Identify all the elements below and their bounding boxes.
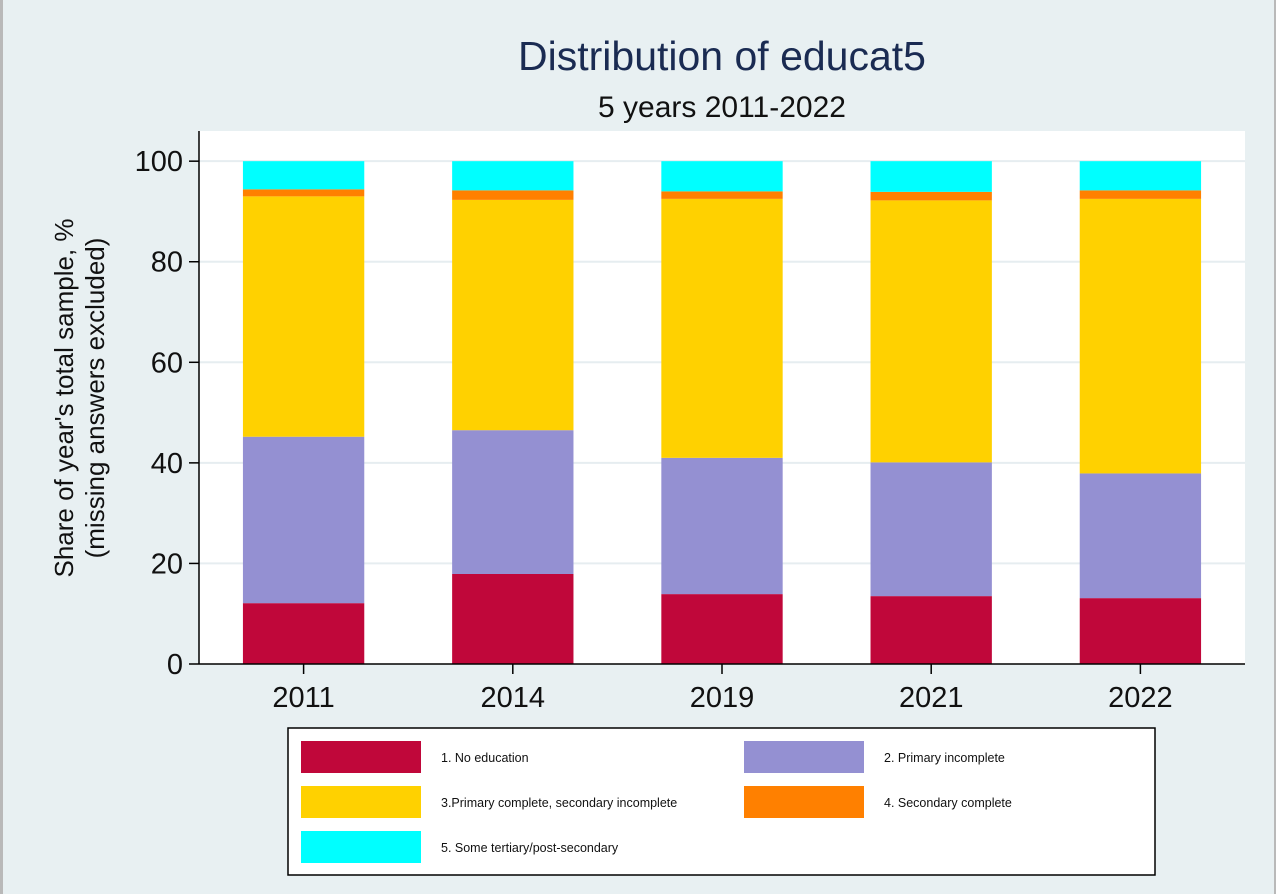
legend-swatch (301, 831, 421, 863)
x-ticks: 2011 2014 2019 2021 2022 (272, 664, 1173, 714)
bars (242, 161, 1202, 664)
legend-label: 2. Primary incomplete (884, 751, 1005, 765)
bar-segment (870, 596, 992, 664)
x-tick-label: 2021 (899, 682, 964, 714)
bar-segment (870, 462, 992, 597)
bar-segment (870, 200, 992, 463)
bar-segment (242, 189, 365, 197)
y-tick-label: 20 (151, 548, 183, 580)
x-tick-label: 2011 (272, 682, 334, 714)
y-tick-label: 100 (135, 146, 183, 178)
y-tick-label: 40 (151, 448, 183, 480)
bar-segment (242, 161, 365, 190)
legend-label: 1. No education (441, 751, 529, 765)
bar-segment (661, 198, 783, 458)
bar-segment (242, 603, 365, 664)
bar-segment (661, 191, 783, 199)
bar-segment (661, 161, 783, 192)
bar-segment (242, 436, 365, 604)
bar-segment (661, 457, 783, 595)
legend-swatch (744, 741, 864, 773)
chart-subtitle: 5 years 2011-2022 (598, 91, 846, 124)
bar-segment (242, 196, 365, 437)
legend-label: 4. Secondary complete (884, 796, 1012, 810)
y-tick-label: 0 (167, 649, 183, 681)
y-axis-label-line1: Share of year's total sample, % (49, 218, 79, 577)
x-tick-label: 2022 (1108, 682, 1173, 714)
stacked-bar-chart: 0 20 40 60 80 100 2011 2014 2019 2021 2022 Distri… (49, 33, 1245, 876)
bar-segment (661, 594, 783, 664)
legend-swatch (301, 741, 421, 773)
bar-segment (870, 161, 992, 192)
y-tick-label: 60 (151, 347, 183, 379)
bar-segment (1079, 198, 1202, 474)
x-tick-label: 2014 (481, 682, 546, 714)
bar-segment (870, 191, 992, 201)
bar-segment (452, 190, 574, 200)
x-tick-label: 2019 (690, 682, 755, 714)
legend-label: 3.Primary complete, secondary incomplete (441, 796, 677, 810)
bar-segment (1079, 161, 1202, 191)
legend-swatch (301, 786, 421, 818)
bar-segment (1079, 598, 1202, 664)
chart-title: Distribution of educat5 (518, 33, 926, 79)
y-ticks: 0 20 40 60 80 100 (135, 146, 199, 681)
bar-segment (1079, 473, 1202, 599)
bar-segment (1079, 190, 1202, 199)
legend-label: 5. Some tertiary/post-secondary (441, 841, 619, 855)
bar-segment (452, 573, 574, 664)
bar-segment (452, 430, 574, 574)
bar-segment (452, 199, 574, 431)
bar-segment (452, 161, 574, 191)
y-tick-label: 80 (151, 247, 183, 279)
y-axis-label-line2: (missing answers excluded) (80, 238, 110, 559)
legend-box (287, 727, 1156, 876)
legend-swatch (744, 786, 864, 818)
legend: 1. No education 2. Primary incomplete 3.Pr… (287, 727, 1156, 876)
